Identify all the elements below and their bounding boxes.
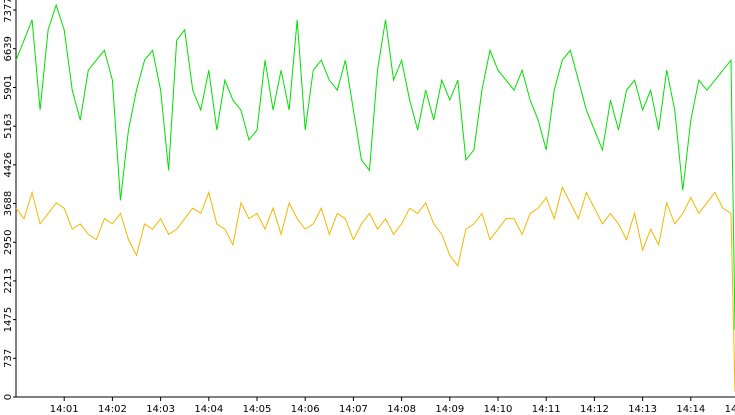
x-tick-label: 14:09	[435, 404, 464, 415]
x-tick-label: 14:15	[725, 404, 735, 415]
x-tick-label: 14:07	[339, 404, 368, 415]
data-line	[15, 185, 735, 392]
y-tick-label: 4426	[3, 152, 14, 177]
x-tick-label: 14:08	[387, 404, 416, 415]
x-tick-label: 14:13	[628, 404, 657, 415]
y-tick-label: 0	[3, 394, 14, 400]
x-tick-label: 14:05	[243, 404, 272, 415]
y-tick-label: 3688	[3, 191, 14, 216]
y-tick-label: 5901	[3, 75, 14, 100]
y-tick-label: 2213	[3, 268, 14, 293]
data-line	[15, 3, 735, 330]
y-tick-label: 2950	[3, 230, 14, 255]
x-tick-label: 14:02	[98, 404, 127, 415]
y-tick-label: 7377	[3, 0, 14, 23]
x-tick-label: 14:03	[146, 404, 175, 415]
y-tick-label: 6639	[3, 36, 14, 61]
x-tick-label: 14:06	[291, 404, 320, 415]
y-tick-label: 1475	[3, 307, 14, 332]
x-tick-label: 14:04	[194, 404, 223, 415]
y-tick-label: 5163	[3, 113, 14, 138]
x-tick-label: 14:01	[50, 404, 79, 415]
x-tick-label: 14:10	[484, 404, 513, 415]
x-tick-label: 14:12	[580, 404, 609, 415]
y-tick-label: 737	[3, 349, 14, 368]
x-tick-label: 14:11	[532, 404, 561, 415]
x-tick-label: 14:14	[676, 404, 705, 415]
